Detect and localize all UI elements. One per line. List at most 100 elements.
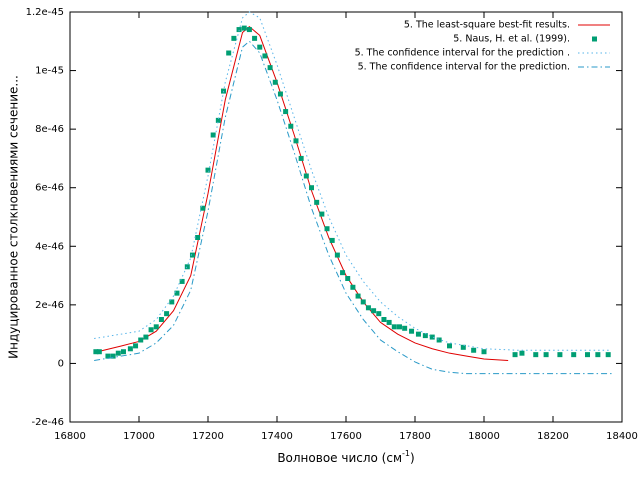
x-label-sup: -1 <box>402 449 410 458</box>
data-point <box>329 237 335 243</box>
series-line <box>94 40 612 375</box>
data-point <box>164 311 170 317</box>
y-tick-label: 1.2e-45 <box>26 7 64 18</box>
data-point <box>422 333 428 339</box>
x-label-part: Волновое число (см <box>277 451 402 465</box>
data-point <box>429 334 435 340</box>
data-point <box>533 352 539 358</box>
data-point <box>396 324 402 330</box>
data-point <box>215 117 221 123</box>
x-label-part: ) <box>410 451 415 465</box>
series-line <box>97 25 509 361</box>
data-point <box>447 343 452 349</box>
data-point <box>355 293 361 299</box>
data-point <box>386 319 392 325</box>
data-point <box>543 352 549 358</box>
data-point <box>595 352 601 358</box>
data-point <box>153 324 159 330</box>
data-point <box>324 226 330 232</box>
y-tick-label: 2e-46 <box>35 300 64 311</box>
series-line <box>94 11 612 351</box>
data-point <box>360 299 366 305</box>
legend-swatch <box>592 36 597 42</box>
legend-label: 5. The confidence interval for the predi… <box>355 48 570 59</box>
data-point <box>93 349 99 355</box>
data-point <box>519 350 525 356</box>
data-point <box>512 352 518 358</box>
data-point <box>298 155 304 161</box>
data-point <box>376 311 382 317</box>
data-point <box>241 25 247 31</box>
data-point <box>571 352 577 358</box>
y-tick-label: 8e-46 <box>35 124 64 135</box>
data-point <box>402 325 408 331</box>
data-point <box>309 185 314 191</box>
data-point <box>350 284 356 290</box>
data-point <box>365 305 371 311</box>
data-point <box>189 252 195 258</box>
data-point <box>105 353 111 359</box>
data-point <box>210 132 216 138</box>
data-point <box>246 27 252 33</box>
data-point <box>415 331 421 337</box>
x-tick-label: 17400 <box>261 431 293 442</box>
data-point <box>148 327 154 333</box>
data-point <box>471 347 477 353</box>
data-point <box>169 299 175 305</box>
data-point <box>267 65 273 71</box>
data-point <box>195 235 201 240</box>
x-tick-label: 17600 <box>330 431 362 442</box>
data-point <box>200 205 206 211</box>
plot-frame <box>69 11 623 423</box>
data-point <box>436 337 442 343</box>
data-point <box>585 352 590 358</box>
x-tick-label: 18400 <box>606 431 638 442</box>
data-point <box>319 211 325 217</box>
data-point <box>605 352 611 358</box>
data-point <box>314 199 320 205</box>
data-point <box>460 344 466 350</box>
data-point <box>272 79 278 85</box>
data-point <box>133 343 139 349</box>
data-point <box>236 27 242 33</box>
data-point <box>409 328 415 334</box>
x-tick-label: 18200 <box>537 431 569 442</box>
data-point <box>184 264 190 270</box>
data-point <box>277 91 283 97</box>
data-point <box>257 44 263 50</box>
legend-label: 5. The least-square best-fit results. <box>404 20 570 31</box>
data-point <box>179 278 185 284</box>
data-point <box>381 317 387 322</box>
x-tick-label: 16800 <box>54 431 86 442</box>
data-point <box>96 349 102 355</box>
data-point <box>226 50 232 56</box>
y-tick-label: 0 <box>58 358 64 369</box>
data-point <box>293 138 299 144</box>
data-point <box>138 337 144 343</box>
data-point <box>391 324 397 330</box>
data-point <box>283 109 289 115</box>
x-tick-label: 17800 <box>399 431 431 442</box>
x-tick-label: 17000 <box>123 431 155 442</box>
x-tick-label: 18000 <box>468 431 500 442</box>
data-point <box>288 123 294 129</box>
data-point <box>174 290 180 296</box>
data-point <box>345 276 351 281</box>
data-point <box>262 53 268 59</box>
legend-label: 5. Naus, H. et al. (1999). <box>453 34 570 45</box>
y-tick-label: -2e-46 <box>32 417 64 428</box>
y-tick-label: 1e-45 <box>35 66 64 77</box>
data-point <box>371 308 377 314</box>
data-point <box>110 353 116 359</box>
data-point <box>231 35 237 41</box>
data-point <box>340 270 346 276</box>
data-point <box>205 167 211 173</box>
data-point <box>143 334 149 340</box>
y-axis-label: Индуцированное столкновениями сечение... <box>7 75 21 359</box>
data-point <box>303 173 309 179</box>
legend-label: 5. The confidence interval for the predi… <box>358 62 570 73</box>
data-point <box>120 349 126 355</box>
data-point <box>115 350 121 356</box>
data-point <box>158 317 164 322</box>
data-point <box>334 252 340 258</box>
